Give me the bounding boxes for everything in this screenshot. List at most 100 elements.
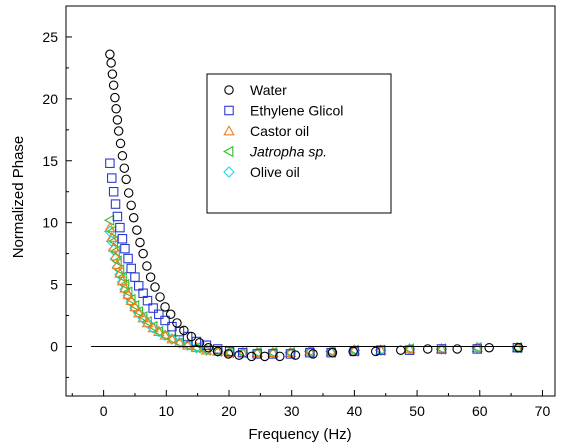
- data-point: [224, 346, 235, 357]
- data-point: [484, 342, 494, 353]
- data-point: [155, 292, 165, 302]
- data-point: [125, 294, 137, 306]
- data-point: [119, 278, 130, 291]
- data-point: [166, 333, 177, 345]
- data-point: [114, 267, 126, 278]
- data-point: [152, 325, 164, 338]
- data-point: [436, 344, 447, 354]
- data-point: [108, 186, 119, 197]
- data-point: [108, 80, 119, 90]
- data-point: [109, 250, 122, 261]
- legend-marker: [223, 166, 235, 178]
- data-point: [181, 339, 192, 351]
- data-point: [113, 126, 124, 136]
- series-diamond: [104, 225, 524, 359]
- data-point: [110, 92, 120, 103]
- data-point: [452, 344, 462, 354]
- data-point: [113, 263, 125, 276]
- data-point: [109, 245, 120, 257]
- data-point: [117, 234, 128, 244]
- data-point: [142, 261, 152, 271]
- data-point: [513, 342, 524, 353]
- data-point: [126, 200, 136, 211]
- data-point: [150, 282, 160, 292]
- data-point: [126, 263, 136, 274]
- data-point: [116, 274, 129, 286]
- data-point: [165, 309, 176, 320]
- data-point: [138, 248, 148, 259]
- x-tick-label: 40: [347, 403, 363, 419]
- data-point: [122, 288, 134, 299]
- series-triangle-up: [104, 221, 524, 358]
- x-tick-label: 20: [221, 403, 237, 419]
- data-point: [348, 346, 358, 357]
- data-point: [308, 349, 318, 359]
- legend-box: [206, 73, 392, 214]
- data-point: [304, 345, 316, 356]
- data-point: [200, 344, 211, 356]
- data-point: [179, 325, 189, 336]
- data-point: [128, 212, 139, 223]
- data-point: [142, 295, 153, 306]
- data-point: [106, 58, 116, 68]
- legend-label: Water: [250, 82, 287, 98]
- data-point: [112, 211, 123, 222]
- data-point: [111, 258, 124, 270]
- y-tick-label: 10: [42, 215, 58, 231]
- data-point: [132, 225, 142, 235]
- x-tick-label: 30: [284, 403, 300, 419]
- data-point: [112, 115, 123, 125]
- data-point: [110, 199, 121, 209]
- legend-label: Ethylene Glicol: [250, 103, 343, 119]
- legend-marker: [224, 85, 234, 95]
- data-point: [160, 302, 170, 312]
- legend-marker: [223, 145, 234, 158]
- data-point: [117, 151, 128, 161]
- data-point: [105, 49, 115, 60]
- data-point: [147, 321, 159, 333]
- data-point: [212, 344, 223, 354]
- data-point: [160, 315, 170, 326]
- data-point: [107, 69, 118, 79]
- data-point: [105, 158, 115, 168]
- y-tick-label: 0: [50, 338, 58, 354]
- data-point: [166, 333, 178, 344]
- data-point: [259, 351, 270, 362]
- data-point: [115, 222, 125, 233]
- data-point: [203, 342, 214, 353]
- data-point: [181, 339, 194, 350]
- x-tick-label: 50: [409, 403, 425, 419]
- data-point: [327, 347, 338, 358]
- y-tick-label: 25: [42, 29, 58, 45]
- data-point: [422, 344, 433, 354]
- data-point: [173, 337, 184, 349]
- x-tick-label: 0: [100, 403, 108, 419]
- series-circle: [105, 49, 524, 362]
- data-point: [111, 255, 122, 267]
- data-point: [107, 173, 117, 183]
- legend-marker: [224, 105, 234, 116]
- data-layer: [103, 49, 524, 362]
- data-point: [403, 343, 416, 354]
- series-square: [105, 158, 523, 359]
- data-point: [290, 350, 301, 360]
- data-point: [159, 329, 170, 342]
- data-point: [472, 344, 483, 354]
- data-point: [123, 188, 134, 198]
- data-point: [130, 272, 140, 282]
- data-point: [153, 325, 165, 336]
- data-point: [119, 282, 131, 293]
- data-point: [120, 243, 130, 254]
- data-point: [370, 346, 381, 357]
- x-tick-label: 70: [535, 403, 551, 419]
- data-point: [267, 346, 279, 358]
- data-point: [107, 241, 120, 252]
- data-point: [135, 237, 145, 248]
- data-point: [129, 300, 141, 312]
- data-point: [121, 174, 131, 185]
- data-point: [137, 312, 149, 323]
- legend-label: Olive oil: [250, 164, 300, 180]
- x-axis-label: Frequency (Hz): [248, 426, 351, 443]
- data-point: [251, 346, 263, 358]
- x-tick-label: 10: [159, 403, 175, 419]
